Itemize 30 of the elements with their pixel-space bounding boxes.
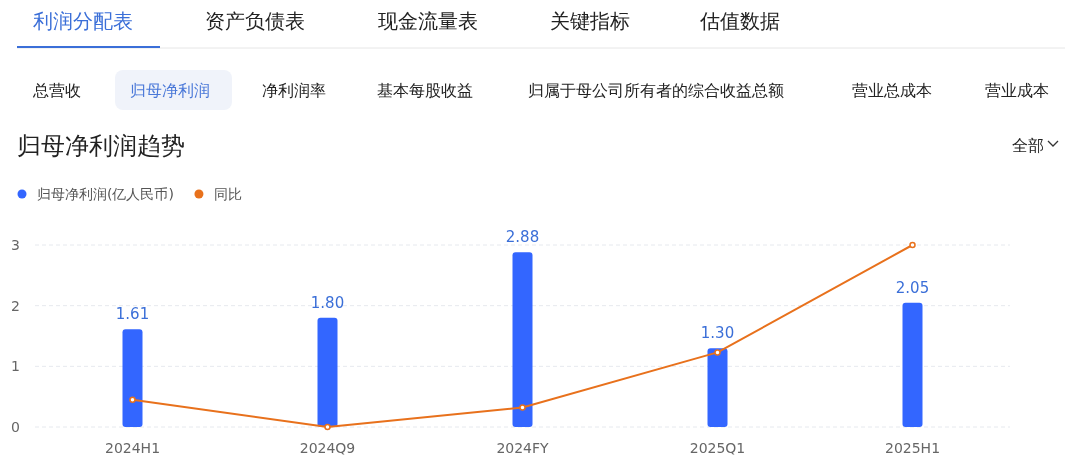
y-tick-label: 2 xyxy=(11,297,20,314)
x-tick-label: 2024Q9 xyxy=(299,439,356,456)
text: 归母净利润 xyxy=(130,81,210,100)
data-label: 1.30 xyxy=(700,324,735,343)
text: 资产负债表 xyxy=(205,9,305,33)
x-tick-label: 2025H1 xyxy=(884,439,941,456)
chart-title: 归母净利润趋势 xyxy=(17,132,185,160)
data-label: 2.88 xyxy=(505,228,540,247)
text: 营业总成本 xyxy=(852,81,932,100)
text: 总营收 xyxy=(32,81,81,100)
text: 全部 xyxy=(1012,136,1044,155)
data-label: 1.61 xyxy=(115,305,150,324)
legend-label: 同比 xyxy=(213,186,242,202)
data-label: 2.05 xyxy=(895,278,930,297)
data-label: 1.80 xyxy=(310,293,345,312)
y-tick-label: 0 xyxy=(11,418,20,435)
x-tick-label: 2024H1 xyxy=(104,439,161,456)
text: 归属于母公司所有者的综合收益总额 xyxy=(528,81,784,100)
text: 关键指标 xyxy=(550,9,630,33)
y-tick-label: 3 xyxy=(11,236,20,253)
text: 利润分配表 xyxy=(33,9,133,33)
legend-label: 归母净利润(亿人民币) xyxy=(37,186,174,202)
x-tick-label: 2024FY xyxy=(496,439,550,456)
x-tick-label: 2025Q1 xyxy=(689,439,746,456)
text: 估值数据 xyxy=(699,9,780,33)
text: 营业成本 xyxy=(985,81,1049,100)
y-tick-label: 1 xyxy=(11,358,20,375)
text: 净利润率 xyxy=(262,81,326,100)
text: 基本每股收益 xyxy=(377,81,473,100)
text: 现金流量表 xyxy=(378,9,478,33)
